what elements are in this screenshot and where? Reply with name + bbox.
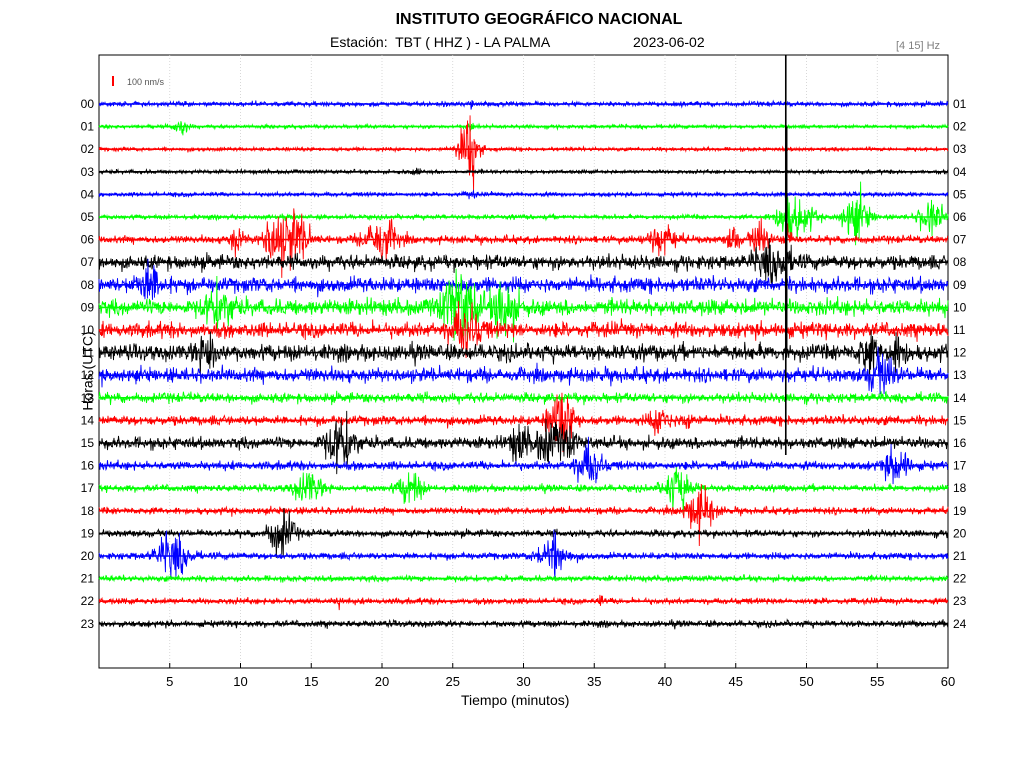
trace-hour-11 — [98, 329, 949, 381]
filter-band-label: [4 15] Hz — [896, 40, 941, 52]
x-tick-label: 60 — [941, 674, 955, 689]
hour-label-right: 03 — [953, 142, 967, 156]
date-label: 2023-06-02 — [633, 34, 705, 50]
hour-label-right: 10 — [953, 300, 967, 314]
hour-label-right: 19 — [953, 504, 967, 518]
hour-label-right: 08 — [953, 255, 967, 269]
hour-label-left: 22 — [81, 594, 95, 608]
hour-label-right: 04 — [953, 165, 967, 179]
trace-hour-07 — [98, 238, 949, 288]
hour-label-right: 13 — [953, 368, 967, 382]
hour-labels-right: 01 02 03 04 05 06 07 08 09 10 11 12 13 14 15 16 17 18 19 20… — [953, 97, 967, 631]
x-axis-label: Tiempo (minutos) — [461, 692, 570, 708]
grid-lines — [169, 55, 878, 668]
trace-hour-06 — [98, 208, 949, 278]
hour-label-right: 22 — [953, 572, 967, 586]
hour-label-right: 09 — [953, 278, 967, 292]
x-tick-label: 30 — [516, 674, 530, 689]
hour-label-right: 06 — [953, 210, 967, 224]
hour-label-left: 01 — [81, 120, 95, 134]
hour-label-left: 06 — [81, 233, 95, 247]
station-label: Estación: TBT ( HHZ ) - LA PALMA — [330, 34, 551, 50]
hour-label-right: 16 — [953, 436, 967, 450]
x-tick-label: 55 — [870, 674, 884, 689]
hour-label-right: 18 — [953, 481, 967, 495]
hour-label-left: 04 — [81, 187, 95, 201]
hour-label-right: 24 — [953, 617, 967, 631]
trace-hour-09 — [98, 268, 949, 343]
hour-label-left: 09 — [81, 300, 95, 314]
hour-label-left: 12 — [81, 368, 95, 382]
hour-label-left: 00 — [81, 97, 95, 111]
x-tick-label: 35 — [587, 674, 601, 689]
hour-label-right: 17 — [953, 459, 967, 473]
hour-label-left: 05 — [81, 210, 95, 224]
x-tick-label: 25 — [446, 674, 460, 689]
hour-label-right: 02 — [953, 120, 967, 134]
hour-label-left: 13 — [81, 391, 95, 405]
x-tick-label: 50 — [799, 674, 813, 689]
x-tick-label: 40 — [658, 674, 672, 689]
chart-title: INSTITUTO GEOGRÁFICO NACIONAL — [395, 11, 683, 28]
hour-label-left: 03 — [81, 165, 95, 179]
hour-label-left: 02 — [81, 142, 95, 156]
x-tick-label: 15 — [304, 674, 318, 689]
hour-label-right: 12 — [953, 346, 967, 360]
hour-label-right: 20 — [953, 526, 967, 540]
hour-label-left: 16 — [81, 459, 95, 473]
hour-label-left: 20 — [81, 549, 95, 563]
y-axis-label: Horas (UTC) — [79, 331, 96, 411]
hour-label-left: 23 — [81, 617, 95, 631]
hour-label-right: 05 — [953, 187, 967, 201]
traces — [98, 99, 949, 630]
hour-label-left: 14 — [81, 413, 95, 427]
scale-bar: 100 nm/s — [112, 76, 165, 87]
trace-hour-00 — [98, 99, 949, 110]
hour-label-right: 15 — [953, 413, 967, 427]
hour-label-left: 17 — [81, 481, 95, 495]
hour-label-left: 15 — [81, 436, 95, 450]
spike-line — [784, 55, 788, 455]
hour-label-left: 11 — [82, 346, 95, 360]
hour-label-left: 18 — [81, 504, 95, 518]
hour-label-left: 21 — [81, 572, 95, 586]
trace-hour-17 — [98, 467, 949, 515]
hour-label-left: 10 — [81, 323, 95, 337]
x-tick-label: 10 — [233, 674, 247, 689]
hour-label-right: 01 — [953, 97, 967, 111]
hour-label-left: 07 — [81, 255, 95, 269]
hour-label-left: 19 — [81, 526, 95, 540]
hour-label-left: 08 — [81, 278, 95, 292]
hour-label-right: 14 — [953, 391, 967, 405]
hour-label-right: 21 — [953, 549, 967, 563]
scale-bar-label: 100 nm/s — [127, 77, 165, 87]
hour-label-right: 23 — [953, 594, 967, 608]
x-axis-ticks: 5 10 15 20 25 30 35 40 45 50 55 60 — [166, 663, 955, 689]
hour-label-right: 07 — [953, 233, 967, 247]
x-tick-label: 20 — [375, 674, 389, 689]
x-tick-label: 5 — [166, 674, 173, 689]
x-tick-label: 45 — [729, 674, 743, 689]
hour-label-right: 11 — [953, 323, 966, 337]
trace-hour-14 — [98, 392, 949, 453]
hour-labels-left: 00 01 02 03 04 05 06 07 08 09 10 11 12 13 14 15 16 17 18 19… — [81, 97, 95, 631]
